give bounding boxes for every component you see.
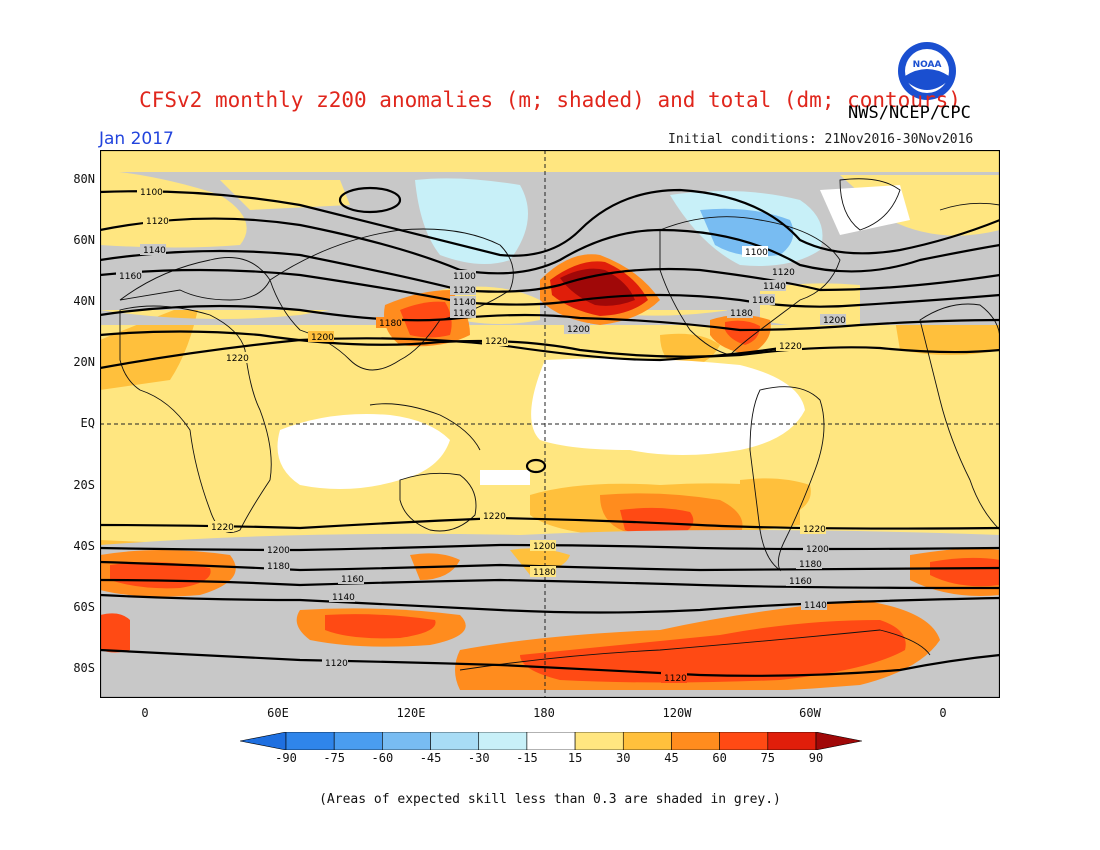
- lat-label-20n: 20N: [73, 355, 95, 369]
- contour-label-1220-c: 1220: [779, 342, 802, 352]
- colorbar-cell: [526, 732, 576, 750]
- contour-label-1180-a: 1180: [379, 319, 402, 329]
- contour-label-1160-d: 1160: [341, 575, 364, 585]
- colorbar-tick-label: -90: [275, 751, 297, 765]
- lat-label-80s: 80S: [73, 661, 95, 675]
- height-contours: [100, 186, 1000, 677]
- contour-label-1200-c: 1200: [823, 316, 846, 326]
- contour-label-1180-e: 1180: [799, 560, 822, 570]
- contour-label-1200-d: 1200: [267, 546, 290, 556]
- lon-label-180: 180: [533, 706, 555, 720]
- colorbar-tick-label: -45: [419, 751, 442, 765]
- lat-label-40s: 40S: [73, 539, 95, 553]
- lat-label-eq: EQ: [80, 416, 95, 430]
- colorbar-tick-label: 75: [760, 751, 776, 765]
- contour-label-1100-b: 1100: [453, 272, 476, 282]
- contour-label-layer: 1100 1120 1140 1160 1100 1120 1140 1160 …: [116, 186, 846, 684]
- lon-label-60e: 60E: [267, 706, 289, 720]
- skill-footnote: (Areas of expected skill less than 0.3 a…: [319, 792, 781, 807]
- contour-label-1120-c: 1120: [772, 268, 795, 278]
- colorbar-tick-label: -30: [467, 751, 490, 765]
- logo-text: NOAA: [913, 60, 942, 70]
- contour-label-1200-a: 1200: [311, 333, 334, 343]
- lat-label-20s: 20S: [73, 478, 95, 492]
- contour-label-1120-e: 1120: [664, 674, 687, 684]
- contour-label-1220-f: 1220: [803, 525, 826, 535]
- colorbar-tick-label: 30: [616, 751, 631, 765]
- contour-label-1200-e: 1200: [533, 542, 556, 552]
- colorbar-tick-label: 15: [567, 751, 583, 765]
- colorbar-cell: [382, 732, 431, 750]
- colorbar-tick-label: -75: [323, 751, 346, 765]
- contour-label-1200-f: 1200: [806, 545, 829, 555]
- contour-label-1220-d: 1220: [211, 523, 234, 533]
- figure-title: CFSv2 monthly z200 anomalies (m; shaded)…: [139, 88, 961, 112]
- colorbar-cell: [671, 732, 720, 750]
- lat-label-60n: 60N: [73, 233, 95, 247]
- anomaly-map: 1100 1120 1140 1160 1100 1120 1140 1160 …: [100, 150, 1000, 698]
- contour-label-1220-b: 1220: [485, 337, 508, 347]
- color-scale-bar: [240, 732, 862, 750]
- contour-label-1120-d: 1120: [325, 659, 348, 669]
- contour-label-1120-a: 1120: [146, 217, 169, 227]
- contour-label-1140-e: 1140: [804, 601, 827, 611]
- contour-label-1100-c: 1100: [745, 248, 768, 258]
- lon-label-0-right: 0: [939, 706, 947, 720]
- colorbar-cell: [622, 732, 672, 750]
- contour-label-1200-b: 1200: [567, 325, 590, 335]
- map-frame: [100, 150, 1000, 698]
- colorbar-cell: [478, 732, 528, 750]
- colorbar-arrow-high: [815, 732, 862, 750]
- colorbar-cell: [767, 732, 817, 750]
- contour-label-1180-b: 1180: [730, 309, 753, 319]
- lat-label-80n: 80N: [73, 172, 95, 186]
- contour-label-1160-b: 1160: [453, 309, 476, 319]
- contour-label-1220-e: 1220: [483, 512, 506, 522]
- contour-label-1160-e: 1160: [789, 577, 812, 587]
- colorbar-tick-label: -15: [516, 751, 538, 765]
- contour-label-1180-c: 1180: [267, 562, 290, 572]
- contour-label-1140-d: 1140: [332, 593, 355, 603]
- colorbar-tick-label: 60: [712, 751, 727, 765]
- contour-label-1100-a: 1100: [140, 188, 163, 198]
- initial-conditions: Initial conditions: 21Nov2016-30Nov2016: [668, 132, 974, 147]
- coastlines: [119, 178, 1000, 671]
- lat-label-40n: 40N: [73, 294, 95, 308]
- lon-label-120e: 120E: [396, 706, 426, 720]
- colorbar-cell: [574, 732, 624, 750]
- lon-label-0-left: 0: [141, 706, 149, 720]
- contour-label-1160-c: 1160: [752, 296, 775, 306]
- organization-label: NWS/NCEP/CPC: [848, 103, 971, 123]
- colorbar-tick-label: -60: [371, 751, 394, 765]
- contour-label-1220-a: 1220: [226, 354, 249, 364]
- colorbar-cell: [430, 732, 480, 750]
- colorbar-tick-label: 90: [808, 751, 824, 765]
- colorbar-arrow-low: [240, 732, 287, 750]
- colorbar-tick-label: 45: [664, 751, 679, 765]
- lon-label-120w: 120W: [662, 706, 692, 720]
- contour-label-1140-a: 1140: [143, 246, 166, 256]
- colorbar-cell: [285, 732, 335, 750]
- contour-label-1180-d: 1180: [533, 568, 556, 578]
- lat-label-60s: 60S: [73, 600, 95, 614]
- lon-label-60w: 60W: [799, 706, 821, 720]
- noaa-logo: NOAA: [898, 42, 956, 100]
- colorbar-cell: [719, 732, 769, 750]
- contour-label-1140-c: 1140: [763, 282, 786, 292]
- forecast-month: Jan 2017: [99, 129, 174, 149]
- colorbar-cell: [333, 732, 383, 750]
- contour-label-1140-b: 1140: [453, 298, 476, 308]
- contour-label-1160-a: 1160: [119, 272, 142, 282]
- contour-label-1120-b: 1120: [453, 286, 476, 296]
